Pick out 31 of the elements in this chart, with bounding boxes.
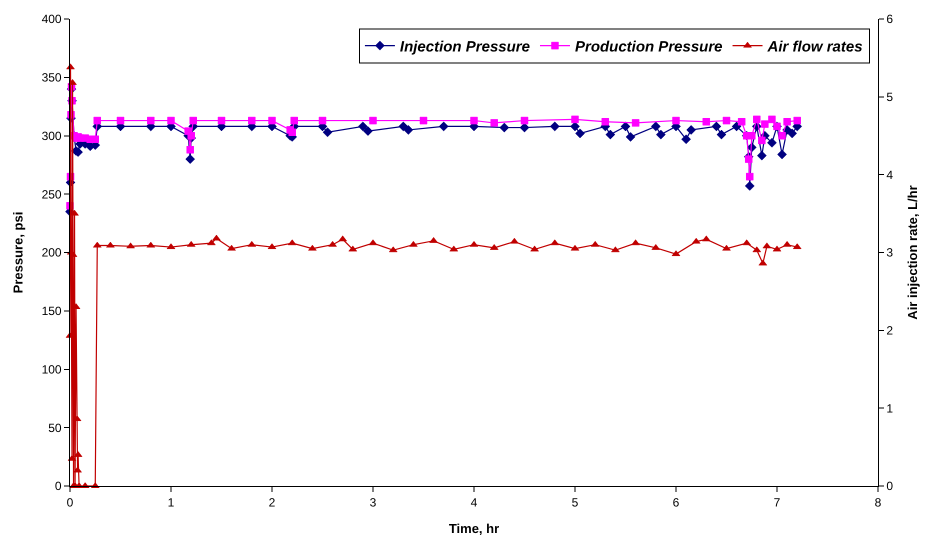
y2-tick-label: 2 (886, 324, 894, 338)
y2-tick-label: 1 (886, 401, 894, 416)
x-tick-label: 6 (672, 495, 680, 510)
y-tick-label: 300 (42, 128, 62, 143)
legend-label: Production Pressure (574, 38, 723, 56)
y2-tick-label: 5 (886, 90, 894, 104)
y-tick-label: 100 (42, 362, 62, 376)
y-tick-label: 200 (42, 246, 62, 260)
x-tick-label: 1 (168, 495, 175, 510)
y-axis-title: Pressure, psi (10, 212, 26, 294)
x-tick-label: 7 (774, 495, 781, 510)
x-tick-label: 8 (874, 495, 882, 510)
y-tick-label: 50 (48, 420, 62, 435)
legend-label: Injection Pressure (400, 38, 530, 56)
y-tick-label: 0 (54, 479, 62, 494)
y-tick-label: 250 (42, 187, 62, 202)
y2-axis-title: Air injection rate, L/hr (905, 185, 920, 320)
x-tick-label: 2 (268, 495, 276, 510)
x-tick-label: 0 (66, 495, 74, 510)
x-tick-label: 3 (370, 495, 377, 510)
legend-label: Air flow rates (766, 38, 863, 56)
y2-tick-label: 3 (886, 246, 894, 260)
y-tick-label: 400 (42, 12, 62, 26)
y-tick-label: 350 (42, 70, 62, 85)
x-tick-label: 5 (572, 495, 579, 510)
y2-tick-label: 0 (886, 479, 894, 494)
x-tick-label: 4 (470, 495, 478, 510)
y2-tick-label: 4 (886, 168, 894, 182)
x-axis-title: Time, hr (448, 521, 500, 536)
y2-tick-label: 6 (886, 12, 894, 26)
y-tick-label: 150 (42, 304, 62, 318)
